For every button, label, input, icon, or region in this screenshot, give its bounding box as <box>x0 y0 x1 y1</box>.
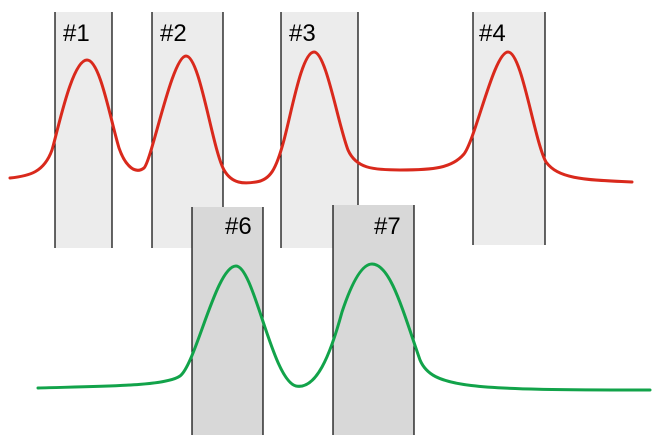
top-band-4-label: #4 <box>479 20 506 47</box>
top-band-4: #4 <box>472 12 546 245</box>
top-band-1-fill <box>55 12 112 248</box>
bottom-band-6-fill <box>192 207 263 435</box>
top-band-3-label: #3 <box>289 20 316 47</box>
bottom-band-7-fill <box>333 205 414 435</box>
green-peak-trace <box>36 262 652 392</box>
bottom-band-6: #6 <box>191 207 264 435</box>
bottom-band-7-label: #7 <box>374 213 401 240</box>
bottom-band-6-label: #6 <box>225 213 252 240</box>
top-band-1-label: #1 <box>63 20 90 47</box>
top-band-1: #1 <box>54 12 113 248</box>
top-band-2-label: #2 <box>160 20 187 47</box>
red-peak-trace <box>8 50 634 185</box>
bottom-band-7: #7 <box>332 205 415 435</box>
top-row: #1 #2 #3 #4 <box>54 12 546 248</box>
